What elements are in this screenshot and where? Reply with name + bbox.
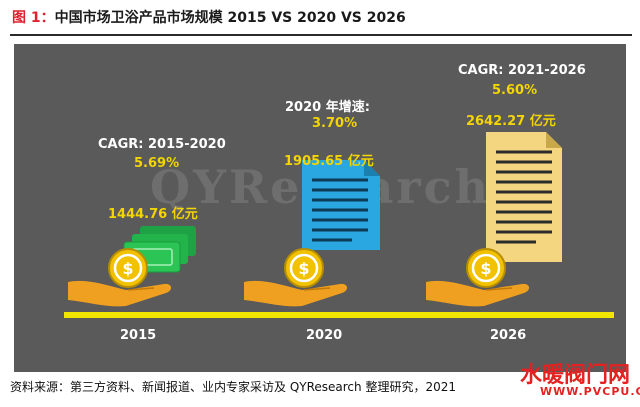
value-label-2026: 2642.27 亿元 (466, 114, 556, 129)
growth-label-2020: 2020 年增速: (285, 100, 370, 115)
title-divider (10, 34, 632, 36)
document-icon (486, 132, 562, 262)
svg-text:$: $ (122, 259, 133, 278)
growth-value-2020: 3.70% (312, 116, 358, 131)
tick-label-2020: 2020 (306, 328, 343, 343)
coin-in-hand-icon: $ (68, 248, 172, 307)
growth-value-2026: 5.60% (492, 83, 538, 98)
svg-text:$: $ (298, 259, 309, 278)
baseline-axis (64, 312, 614, 318)
tick-label-2015: 2015 (120, 328, 157, 343)
value-label-2020: 1905.65 亿元 (284, 154, 374, 169)
logo-name: 水暖阀门网 (520, 363, 631, 388)
coin-in-hand-icon: $ (426, 248, 530, 307)
growth-label-2015: CAGR: 2015-2020 (98, 137, 226, 152)
coin-in-hand-icon: $ (244, 248, 348, 307)
tick-label-2026: 2026 (490, 328, 527, 343)
figure-title: 图 1：中国市场卫浴产品市场规模 2015 VS 2020 VS 2026 (12, 6, 406, 30)
growth-value-2015: 5.69% (134, 156, 180, 171)
value-label-2015: 1444.76 亿元 (108, 207, 198, 222)
growth-label-2026: CAGR: 2021-2026 (458, 63, 586, 78)
site-logo: 水暖阀门网 WWW.PVCPU.COM (520, 357, 640, 405)
source-note: 资料来源：第三方资料、新闻报道、业内专家采访及 QYResearch 整理研究，… (10, 380, 456, 394)
figure-title-text: 中国市场卫浴产品市场规模 2015 VS 2020 VS 2026 (54, 10, 406, 26)
logo-url: WWW.PVCPU.COM (540, 385, 640, 398)
svg-text:$: $ (480, 259, 491, 278)
figure-label: 图 1： (12, 10, 55, 26)
document-icon (302, 160, 380, 250)
